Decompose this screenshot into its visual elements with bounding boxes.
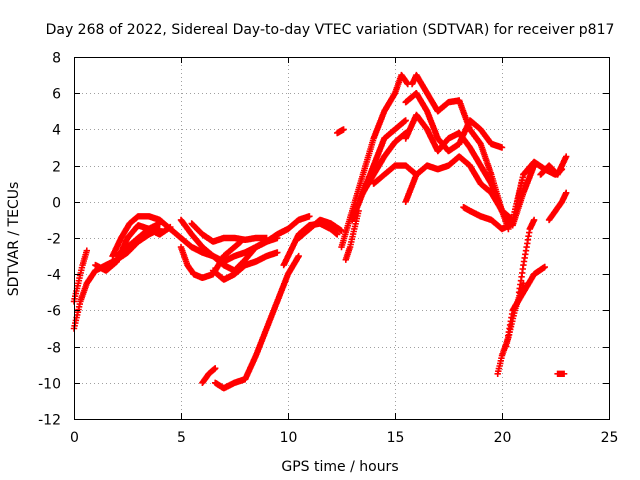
data-point-markers bbox=[554, 370, 568, 377]
x-tick-label: 10 bbox=[280, 430, 298, 446]
y-tick-label: -12 bbox=[38, 413, 61, 429]
y-tick-label: -10 bbox=[38, 377, 61, 393]
data-point-markers bbox=[113, 220, 163, 260]
y-tick-label: -2 bbox=[47, 232, 61, 248]
data-point-markers bbox=[402, 90, 506, 155]
data-point-markers bbox=[408, 71, 512, 233]
y-tick-label: 0 bbox=[52, 196, 61, 212]
chart-title: Day 268 of 2022, Sidereal Day-to-day VTE… bbox=[46, 22, 615, 38]
x-tick-label: 0 bbox=[70, 430, 79, 446]
y-tick-label: -6 bbox=[47, 304, 61, 320]
data-series-track-26 bbox=[515, 216, 538, 296]
data-series-track-22 bbox=[402, 153, 527, 224]
y-axis-label: SDTVAR / TECUs bbox=[6, 182, 22, 297]
data-series-track-15 bbox=[338, 71, 411, 251]
y-tick-label: -8 bbox=[47, 341, 61, 357]
y-tick-label: 8 bbox=[52, 51, 61, 67]
data-point-markers bbox=[503, 263, 548, 350]
data-series-track-8 bbox=[188, 220, 270, 245]
x-tick-label: 5 bbox=[177, 430, 186, 446]
data-series-track-9 bbox=[209, 249, 281, 283]
x-axis-label: GPS time / hours bbox=[281, 459, 398, 475]
axis-ticks: 0 5 10 15 20 25 -12 -10 -8 -6 -4 -2 0 2 4 6 8 bbox=[38, 51, 618, 447]
x-tick-label: 20 bbox=[494, 430, 512, 446]
data-point-markers bbox=[212, 252, 302, 392]
data-point-markers bbox=[209, 249, 281, 283]
data-series-track-23 bbox=[460, 158, 566, 233]
data-point-markers bbox=[359, 129, 409, 196]
x-tick-label: 15 bbox=[387, 430, 405, 446]
data-series-track-20 bbox=[402, 90, 506, 155]
data-point-markers bbox=[370, 162, 420, 187]
data-series-track-19 bbox=[408, 71, 512, 233]
data-series-track-18 bbox=[370, 162, 420, 187]
data-point-markers bbox=[515, 216, 538, 296]
data-series-track-10 bbox=[199, 365, 219, 386]
data-series-track-28 bbox=[545, 189, 570, 224]
data-point-markers bbox=[199, 365, 219, 386]
data-point-markers bbox=[545, 189, 570, 224]
data-series-track-14 bbox=[334, 126, 347, 137]
y-tick-label: 6 bbox=[52, 87, 61, 103]
data-series-track-25 bbox=[503, 263, 548, 350]
data-series-track-17 bbox=[359, 129, 409, 196]
data-point-markers bbox=[460, 158, 566, 233]
data-series-track-5 bbox=[113, 220, 163, 260]
data-series-track-27 bbox=[537, 153, 570, 178]
data-points bbox=[70, 71, 570, 392]
data-point-markers bbox=[537, 153, 570, 178]
data-series-track-29 bbox=[554, 370, 568, 377]
y-tick-label: -4 bbox=[47, 268, 61, 284]
data-point-markers bbox=[334, 126, 347, 137]
data-point-markers bbox=[338, 71, 411, 251]
data-series-track-30 bbox=[342, 207, 362, 263]
data-series-track-13 bbox=[295, 216, 345, 242]
data-point-markers bbox=[188, 220, 270, 245]
data-point-markers bbox=[342, 207, 362, 263]
data-point-markers bbox=[295, 216, 345, 242]
data-series-track-11 bbox=[212, 252, 302, 392]
y-tick-label: 4 bbox=[52, 123, 61, 139]
x-tick-label: 25 bbox=[601, 430, 619, 446]
y-tick-label: 2 bbox=[52, 160, 61, 176]
data-point-markers bbox=[402, 153, 527, 224]
